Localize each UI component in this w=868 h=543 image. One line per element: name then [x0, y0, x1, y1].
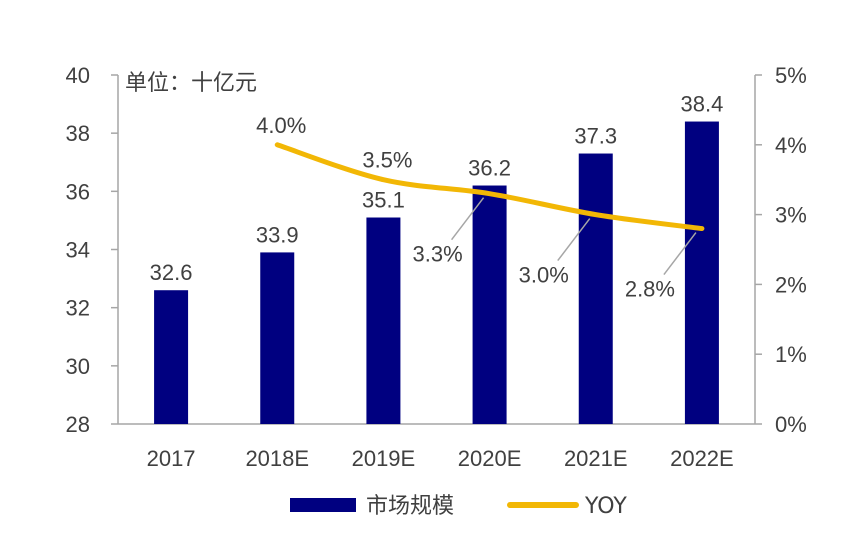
bar [578, 153, 613, 424]
x-tick-label: 2021E [564, 446, 628, 471]
legend-swatch-bar [290, 498, 356, 512]
bar-value-label: 37.3 [574, 124, 617, 149]
left-tick-label: 36 [66, 179, 90, 204]
bar [260, 252, 295, 424]
leader-line [663, 232, 697, 276]
bar-value-label: 35.1 [362, 188, 405, 213]
leader-lines [450, 197, 697, 276]
left-tick-label: 32 [66, 296, 90, 321]
left-tick-label: 38 [66, 121, 90, 146]
data-labels: 32.6 33.9 35.1 36.2 37.3 38.4 4.0% 3.5% 3.3% 3.0%… [150, 92, 724, 302]
yoy-value-label: 3.3% [413, 242, 463, 267]
bar [472, 185, 507, 424]
legend: 市场规模 YOY [290, 494, 627, 519]
x-tick-label: 2018E [245, 446, 309, 471]
right-tick-label: 4% [775, 133, 807, 158]
legend-label: 市场规模 [366, 494, 454, 519]
bar [684, 121, 719, 425]
bar [366, 217, 401, 424]
left-tick-label: 40 [66, 63, 90, 88]
leader-line [450, 197, 485, 241]
legend-label: YOY [584, 494, 627, 519]
line-series [274, 142, 705, 232]
x-tick-label: 2020E [458, 446, 522, 471]
x-tick-label: 2019E [352, 446, 416, 471]
left-axis: 28 30 32 34 36 38 40 [66, 63, 119, 437]
yoy-value-label: 4.0% [256, 113, 306, 138]
x-axis: 2017 2018E 2019E 2020E 2021E 2022E [118, 423, 755, 471]
left-tick-label: 28 [66, 412, 90, 437]
yoy-line [274, 142, 705, 232]
leader-line [557, 218, 591, 262]
yoy-value-label: 3.0% [519, 263, 569, 288]
left-tick-label: 34 [66, 238, 90, 263]
right-axis: 0% 1% 2% 3% 4% 5% [754, 63, 807, 437]
left-tick-label: 30 [66, 354, 90, 379]
right-tick-label: 3% [775, 203, 807, 228]
right-tick-label: 5% [775, 63, 807, 88]
right-tick-label: 0% [775, 412, 807, 437]
bar [154, 290, 189, 424]
yoy-value-label: 2.8% [625, 277, 675, 302]
bar-series [154, 121, 719, 425]
bar-value-label: 33.9 [256, 222, 299, 247]
x-tick-label: 2017 [147, 446, 196, 471]
bar-value-label: 36.2 [468, 156, 511, 181]
right-tick-label: 2% [775, 272, 807, 297]
unit-label: 单位：十亿元 [125, 71, 257, 96]
yoy-value-label: 3.5% [362, 148, 412, 173]
right-tick-label: 1% [775, 342, 807, 367]
bar-value-label: 38.4 [681, 92, 724, 117]
x-tick-label: 2022E [670, 446, 734, 471]
bar-value-label: 32.6 [150, 260, 193, 285]
